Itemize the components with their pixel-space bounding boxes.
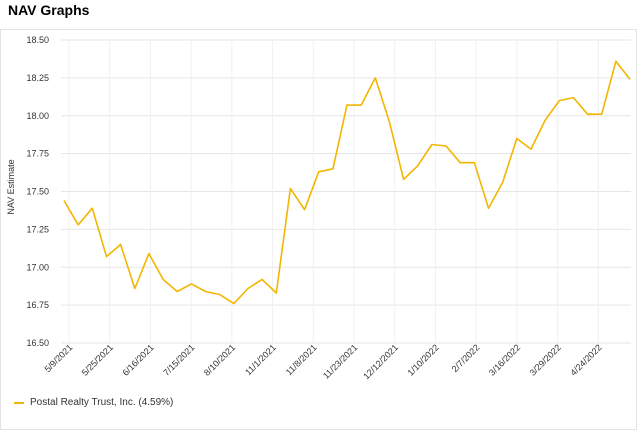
y-tick-label: 17.00 xyxy=(26,262,49,272)
x-tick-label: 1/10/2022 xyxy=(405,342,440,377)
x-tick-label: 2/7/2022 xyxy=(450,342,482,374)
legend-swatch xyxy=(14,401,24,404)
x-tick-label: 5/25/2021 xyxy=(80,342,115,377)
legend-label: Postal Realty Trust, Inc. (4.59%) xyxy=(30,397,174,408)
x-tick-label: 6/16/2021 xyxy=(120,342,155,377)
y-tick-label: 17.75 xyxy=(26,149,49,159)
x-tick-label: 8/10/2021 xyxy=(202,342,237,377)
y-tick-label: 17.25 xyxy=(26,224,49,234)
y-tick-label: 16.50 xyxy=(26,338,49,348)
x-tick-label: 11/23/2021 xyxy=(321,342,359,380)
x-tick-label: 11/1/2021 xyxy=(243,342,278,377)
legend[interactable]: Postal Realty Trust, Inc. (4.59%) xyxy=(14,397,173,408)
x-tick-label: 12/12/2021 xyxy=(361,342,400,381)
x-tick-label: 3/29/2022 xyxy=(528,342,563,377)
y-tick-label: 16.75 xyxy=(26,300,49,310)
series-lines xyxy=(63,60,631,305)
x-tick-label: 3/16/2022 xyxy=(487,342,522,377)
y-tick-label: 18.50 xyxy=(26,35,49,45)
gridlines xyxy=(61,39,631,344)
y-tick-label: 18.00 xyxy=(26,111,49,121)
x-tick-label: 11/8/2021 xyxy=(284,342,319,377)
y-tick-label: 17.50 xyxy=(26,187,49,197)
x-tick-label: 7/15/2021 xyxy=(161,342,196,377)
series-line[interactable] xyxy=(63,60,631,305)
x-tick-label: 4/24/2022 xyxy=(568,342,603,377)
x-tick-labels: 5/9/2021 5/25/2021 6/16/2021 7/15/2021 8/10/… xyxy=(43,342,604,381)
nav-line-chart: 18.50 18.25 18.00 17.75 17.50 17.25 17.00 16.75… xyxy=(6,35,631,381)
y-tick-label: 18.25 xyxy=(26,73,49,83)
y-axis-label: NAV Estimate xyxy=(6,159,16,214)
page-title: NAV Graphs xyxy=(8,2,90,18)
chart-frame: 18.50 18.25 18.00 17.75 17.50 17.25 17.00 16.75… xyxy=(0,29,637,430)
y-tick-labels: 18.50 18.25 18.00 17.75 17.50 17.25 17.00 16.75… xyxy=(26,35,49,348)
